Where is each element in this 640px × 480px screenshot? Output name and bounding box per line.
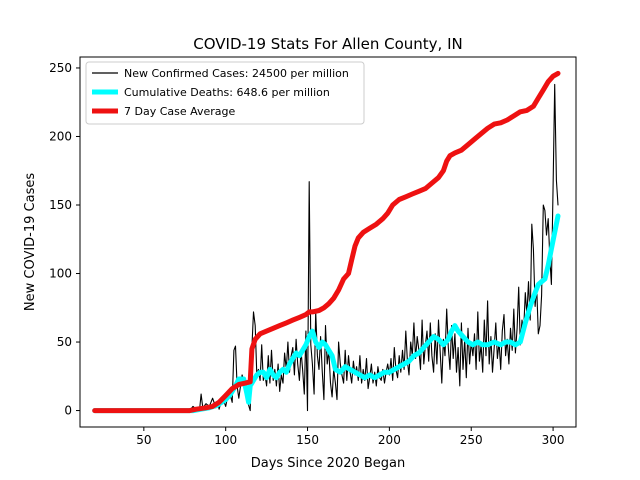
- y-tick-label: 100: [49, 267, 72, 281]
- y-axis-label: New COVID-19 Cases: [23, 173, 38, 311]
- legend: New Confirmed Cases: 24500 per million C…: [85, 61, 365, 125]
- legend-label-new-cases: New Confirmed Cases: 24500 per million: [124, 67, 349, 80]
- x-tick-label: 100: [214, 433, 237, 447]
- plot-area: 50 100 150 200 250 300 0 50 100 150 200 250: [49, 56, 577, 447]
- x-tick-label: 250: [460, 433, 483, 447]
- y-tick-label: 50: [57, 335, 72, 349]
- plot-frame: [79, 56, 577, 428]
- x-axis-label: Days Since 2020 Began: [251, 456, 406, 471]
- y-tick-label: 0: [64, 404, 72, 418]
- x-tick-label: 200: [378, 433, 401, 447]
- x-tick-label: 150: [296, 433, 319, 447]
- legend-label-cumulative-deaths: Cumulative Deaths: 648.6 per million: [124, 86, 330, 99]
- y-tick-label: 250: [49, 61, 72, 75]
- series-line-case-average: [92, 70, 561, 414]
- y-tick-label: 200: [49, 129, 72, 143]
- legend-label-case-average: 7 Day Case Average: [124, 105, 236, 118]
- y-axis-ticks: 0 50 100 150 200 250: [49, 61, 80, 418]
- legend-box: [85, 61, 365, 125]
- x-axis-ticks: 50 100 150 200 250 300: [136, 427, 565, 447]
- x-tick-label: 300: [542, 433, 565, 447]
- x-tick-label: 50: [136, 433, 151, 447]
- chart-title: COVID-19 Stats For Allen County, IN: [193, 35, 463, 53]
- series-layer: [92, 70, 561, 414]
- y-tick-label: 150: [49, 198, 72, 212]
